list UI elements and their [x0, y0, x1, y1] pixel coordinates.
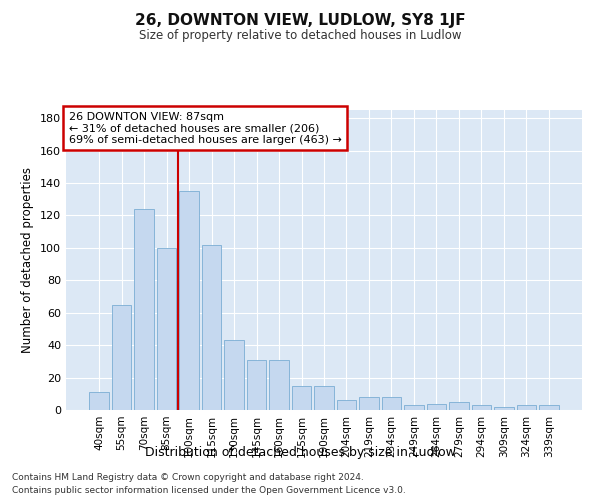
Bar	[292, 386, 311, 410]
Bar	[224, 340, 244, 410]
Bar	[472, 405, 491, 410]
Bar	[89, 392, 109, 410]
Bar	[539, 405, 559, 410]
Bar	[314, 386, 334, 410]
Text: 26 DOWNTON VIEW: 87sqm
← 31% of detached houses are smaller (206)
69% of semi-de: 26 DOWNTON VIEW: 87sqm ← 31% of detached…	[68, 112, 341, 144]
Bar	[449, 402, 469, 410]
Text: Size of property relative to detached houses in Ludlow: Size of property relative to detached ho…	[139, 29, 461, 42]
Y-axis label: Number of detached properties: Number of detached properties	[22, 167, 34, 353]
Bar	[179, 191, 199, 410]
Text: Distribution of detached houses by size in Ludlow: Distribution of detached houses by size …	[145, 446, 455, 459]
Text: 26, DOWNTON VIEW, LUDLOW, SY8 1JF: 26, DOWNTON VIEW, LUDLOW, SY8 1JF	[134, 12, 466, 28]
Bar	[404, 405, 424, 410]
Bar	[494, 407, 514, 410]
Bar	[202, 244, 221, 410]
Bar	[134, 209, 154, 410]
Text: Contains HM Land Registry data © Crown copyright and database right 2024.: Contains HM Land Registry data © Crown c…	[12, 474, 364, 482]
Text: Contains public sector information licensed under the Open Government Licence v3: Contains public sector information licen…	[12, 486, 406, 495]
Bar	[247, 360, 266, 410]
Bar	[359, 397, 379, 410]
Bar	[112, 304, 131, 410]
Bar	[517, 405, 536, 410]
Bar	[157, 248, 176, 410]
Bar	[337, 400, 356, 410]
Bar	[427, 404, 446, 410]
Bar	[269, 360, 289, 410]
Bar	[382, 397, 401, 410]
